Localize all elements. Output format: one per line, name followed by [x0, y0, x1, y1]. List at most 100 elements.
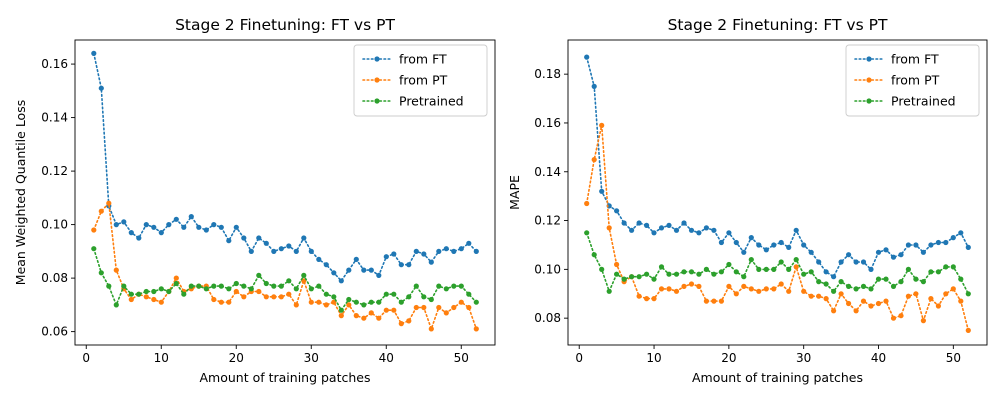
data-point	[703, 225, 710, 231]
data-point	[263, 294, 269, 300]
data-point	[241, 235, 247, 241]
data-point	[763, 266, 769, 272]
series-from-ft	[584, 54, 971, 280]
data-point	[816, 279, 822, 285]
data-point	[383, 291, 389, 297]
data-point	[218, 283, 224, 289]
data-point	[733, 291, 739, 297]
y-tick-label: 0.14	[534, 165, 561, 179]
y-tick-label: 0.12	[41, 164, 68, 178]
data-point	[188, 283, 194, 289]
data-point	[98, 270, 104, 276]
data-point	[875, 300, 882, 307]
data-point	[584, 54, 590, 60]
data-point	[338, 278, 344, 284]
data-point	[466, 304, 472, 311]
data-point	[636, 293, 642, 299]
data-point	[965, 327, 971, 333]
data-point	[958, 276, 964, 282]
legend-box	[845, 44, 980, 117]
legend-item: from PT	[362, 73, 448, 88]
data-point	[271, 283, 277, 289]
data-point	[748, 235, 754, 241]
data-point	[428, 259, 434, 265]
data-point	[696, 271, 702, 277]
data-point	[793, 264, 799, 270]
data-point	[353, 256, 359, 262]
data-point	[361, 302, 367, 308]
data-point	[301, 278, 307, 284]
data-point	[368, 310, 374, 316]
data-point	[673, 271, 680, 277]
data-point	[443, 246, 449, 252]
data-point	[278, 294, 284, 300]
data-point	[816, 259, 822, 265]
data-point	[106, 283, 112, 289]
series-line	[585, 56, 970, 278]
data-point	[286, 291, 292, 297]
data-point	[658, 264, 665, 270]
data-point	[286, 243, 292, 249]
data-point	[151, 288, 157, 295]
x-tick-label: 30	[304, 351, 319, 365]
data-point	[823, 269, 829, 275]
data-point	[91, 246, 97, 252]
data-point	[443, 286, 449, 292]
data-point	[308, 248, 314, 254]
data-point	[614, 271, 620, 277]
data-point	[831, 274, 837, 280]
y-tick-label: 0.08	[41, 271, 68, 285]
data-point	[413, 283, 419, 289]
data-point	[875, 276, 882, 282]
data-point	[271, 248, 277, 254]
data-point	[808, 249, 814, 255]
data-point	[823, 281, 829, 287]
data-point	[113, 302, 119, 308]
data-point	[905, 242, 912, 248]
data-point	[846, 252, 852, 258]
data-point	[584, 200, 590, 207]
data-point	[898, 252, 904, 258]
data-point	[376, 299, 382, 305]
data-point	[331, 299, 337, 305]
data-point	[436, 248, 442, 254]
data-point	[211, 283, 217, 289]
data-point	[913, 276, 919, 282]
data-point	[771, 266, 777, 272]
data-point	[793, 257, 799, 263]
data-point	[203, 227, 209, 233]
data-point	[778, 259, 784, 265]
data-point	[256, 235, 262, 241]
data-point	[860, 283, 867, 289]
data-point	[98, 208, 104, 214]
data-point	[846, 300, 852, 307]
data-point	[398, 262, 404, 268]
series-line	[585, 125, 970, 332]
x-tick-label: 0	[82, 351, 90, 365]
data-point	[658, 225, 665, 231]
data-point	[368, 299, 374, 305]
data-point	[136, 291, 142, 297]
data-point	[458, 283, 464, 289]
legend-item: from FT	[362, 52, 447, 67]
data-point	[173, 275, 179, 281]
data-point	[786, 244, 792, 250]
data-point	[913, 291, 919, 297]
plot-frame	[74, 39, 496, 346]
data-point	[428, 296, 434, 303]
data-point	[278, 246, 284, 252]
data-point	[614, 261, 620, 268]
y-axis-label: MAPE	[507, 175, 522, 210]
data-point	[398, 321, 404, 327]
data-point	[681, 283, 687, 289]
data-point	[651, 230, 657, 236]
data-point	[316, 256, 322, 262]
data-point	[943, 291, 949, 297]
data-point	[965, 244, 971, 250]
data-point	[346, 296, 352, 303]
data-point	[898, 279, 904, 285]
y-tick-label: 0.06	[41, 325, 68, 339]
data-point	[383, 254, 389, 260]
